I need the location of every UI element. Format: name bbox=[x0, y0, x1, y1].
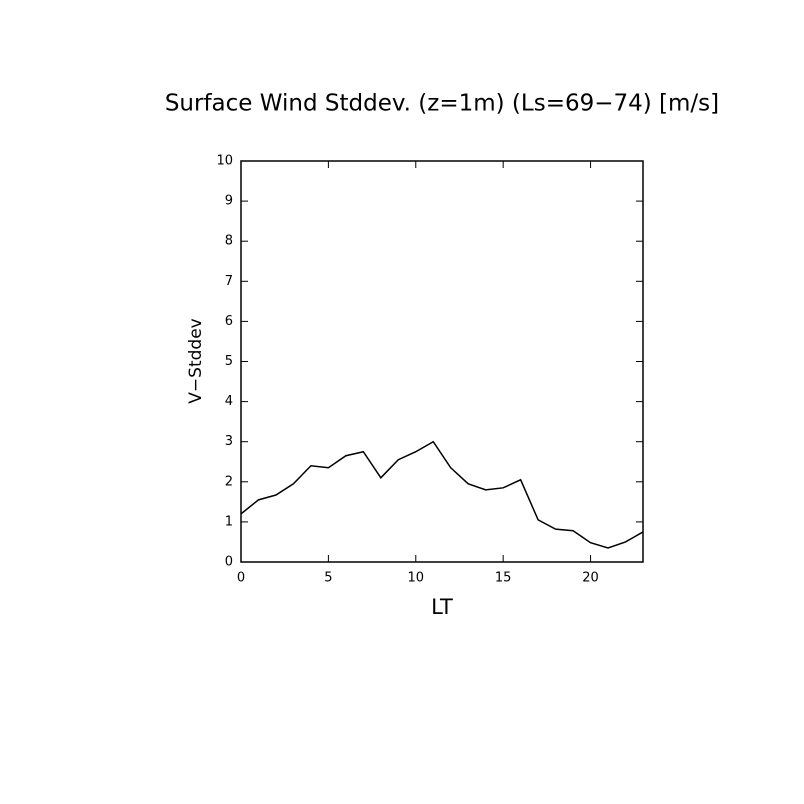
x-tick-label: 5 bbox=[324, 571, 332, 586]
x-tick-label: 15 bbox=[495, 571, 512, 586]
y-tick-label: 6 bbox=[225, 314, 233, 329]
x-axis-label: LT bbox=[431, 595, 453, 619]
y-tick-label: 10 bbox=[216, 154, 233, 169]
chart-title: Surface Wind Stddev. (z=1m) (Ls=69−74) [… bbox=[165, 91, 719, 117]
data-line bbox=[240, 440, 644, 549]
y-tick-label: 0 bbox=[225, 555, 233, 570]
y-tick-label: 1 bbox=[225, 514, 233, 529]
y-tick-label: 9 bbox=[225, 194, 233, 209]
y-tick-label: 7 bbox=[225, 274, 233, 289]
x-tick-label: 10 bbox=[408, 571, 425, 586]
x-tick-label: 0 bbox=[237, 571, 245, 586]
y-tick-label: 3 bbox=[225, 434, 233, 449]
y-tick-label: 4 bbox=[225, 394, 233, 409]
y-axis-label: V−Stddev bbox=[186, 318, 206, 403]
y-tick-label: 8 bbox=[225, 234, 233, 249]
y-tick-label: 5 bbox=[225, 354, 233, 369]
y-tick-label: 2 bbox=[225, 474, 233, 489]
x-tick-label: 20 bbox=[582, 571, 599, 586]
